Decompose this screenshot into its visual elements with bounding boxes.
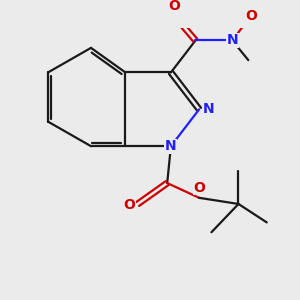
Text: O: O	[169, 0, 181, 13]
Text: O: O	[193, 181, 205, 195]
Text: N: N	[226, 34, 238, 47]
Text: N: N	[202, 102, 214, 116]
Text: N: N	[165, 139, 177, 153]
Text: O: O	[123, 198, 135, 212]
Text: O: O	[245, 9, 257, 23]
